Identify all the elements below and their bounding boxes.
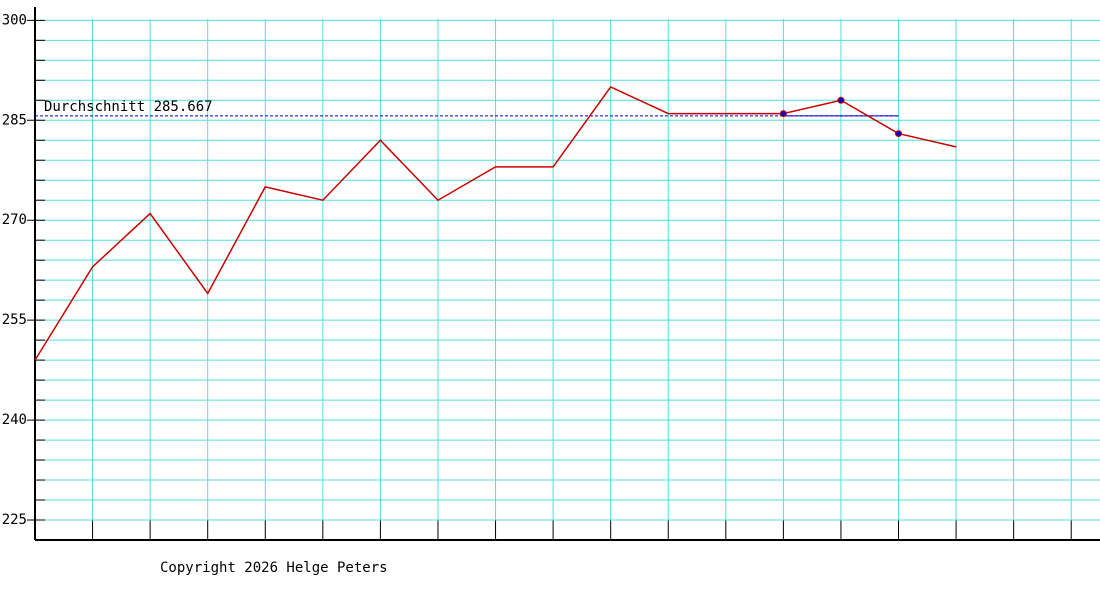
data-point (895, 130, 903, 138)
data-point (837, 96, 845, 104)
average-label: Durchschnitt 285.667 (44, 99, 213, 115)
y-tick-label: 300 (2, 12, 27, 28)
y-tick-label: 270 (2, 212, 27, 228)
y-tick-label: 225 (2, 512, 27, 528)
copyright: Copyright 2026 Helge Peters (160, 560, 388, 576)
y-tick-label: 285 (2, 112, 27, 128)
y-tick-label: 240 (2, 412, 27, 428)
data-point (779, 110, 787, 118)
y-tick-label: 255 (2, 312, 27, 328)
data-line (34, 86, 957, 361)
